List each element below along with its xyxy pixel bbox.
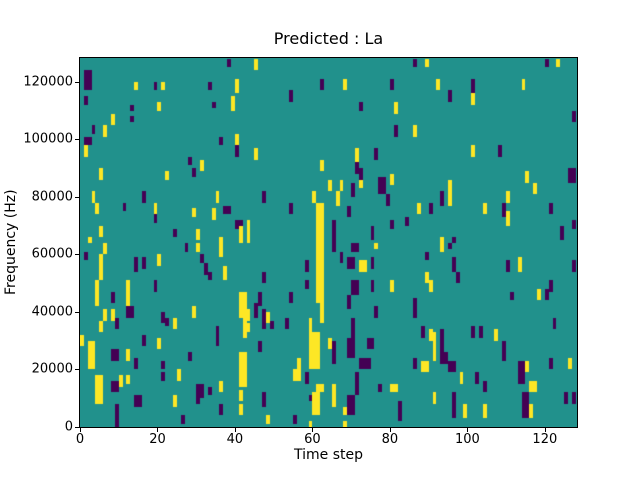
x-tick-mark [467,428,469,432]
y-tick-label: 100000 [23,131,73,147]
x-tick-label: 40 [226,432,244,447]
x-tick-label: 120 [532,432,558,447]
y-tick-label: 40000 [31,304,73,320]
y-tick-label: 80000 [31,189,73,205]
x-tick-label: 80 [381,432,399,447]
x-tick-label: 20 [149,432,166,447]
y-tick-mark [75,139,79,141]
x-axis-label: Time step [294,447,363,463]
x-tick-label: 100 [454,432,480,447]
x-tick-label: 60 [304,432,321,447]
x-tick-mark [157,428,159,432]
x-tick-mark [544,428,546,432]
y-tick-mark [75,196,79,198]
y-tick-label: 0 [64,419,73,435]
y-tick-mark [75,427,79,428]
x-tick-label: 0 [75,432,85,447]
y-tick-label: 20000 [31,361,73,377]
y-tick-mark [75,311,79,313]
x-tick-mark [234,428,236,432]
y-tick-label: 120000 [23,74,73,90]
heatmap-plot [79,57,578,428]
x-tick-mark [312,428,314,432]
y-tick-mark [75,81,79,83]
y-tick-label: 60000 [31,246,73,262]
x-tick-mark [80,428,81,432]
y-tick-mark [75,254,79,256]
chart-title: Predicted : La [273,29,384,48]
y-tick-mark [75,369,79,371]
y-axis-label: Frequency (Hz) [3,189,19,296]
x-tick-mark [389,428,391,432]
heatmap-canvas [80,58,577,427]
